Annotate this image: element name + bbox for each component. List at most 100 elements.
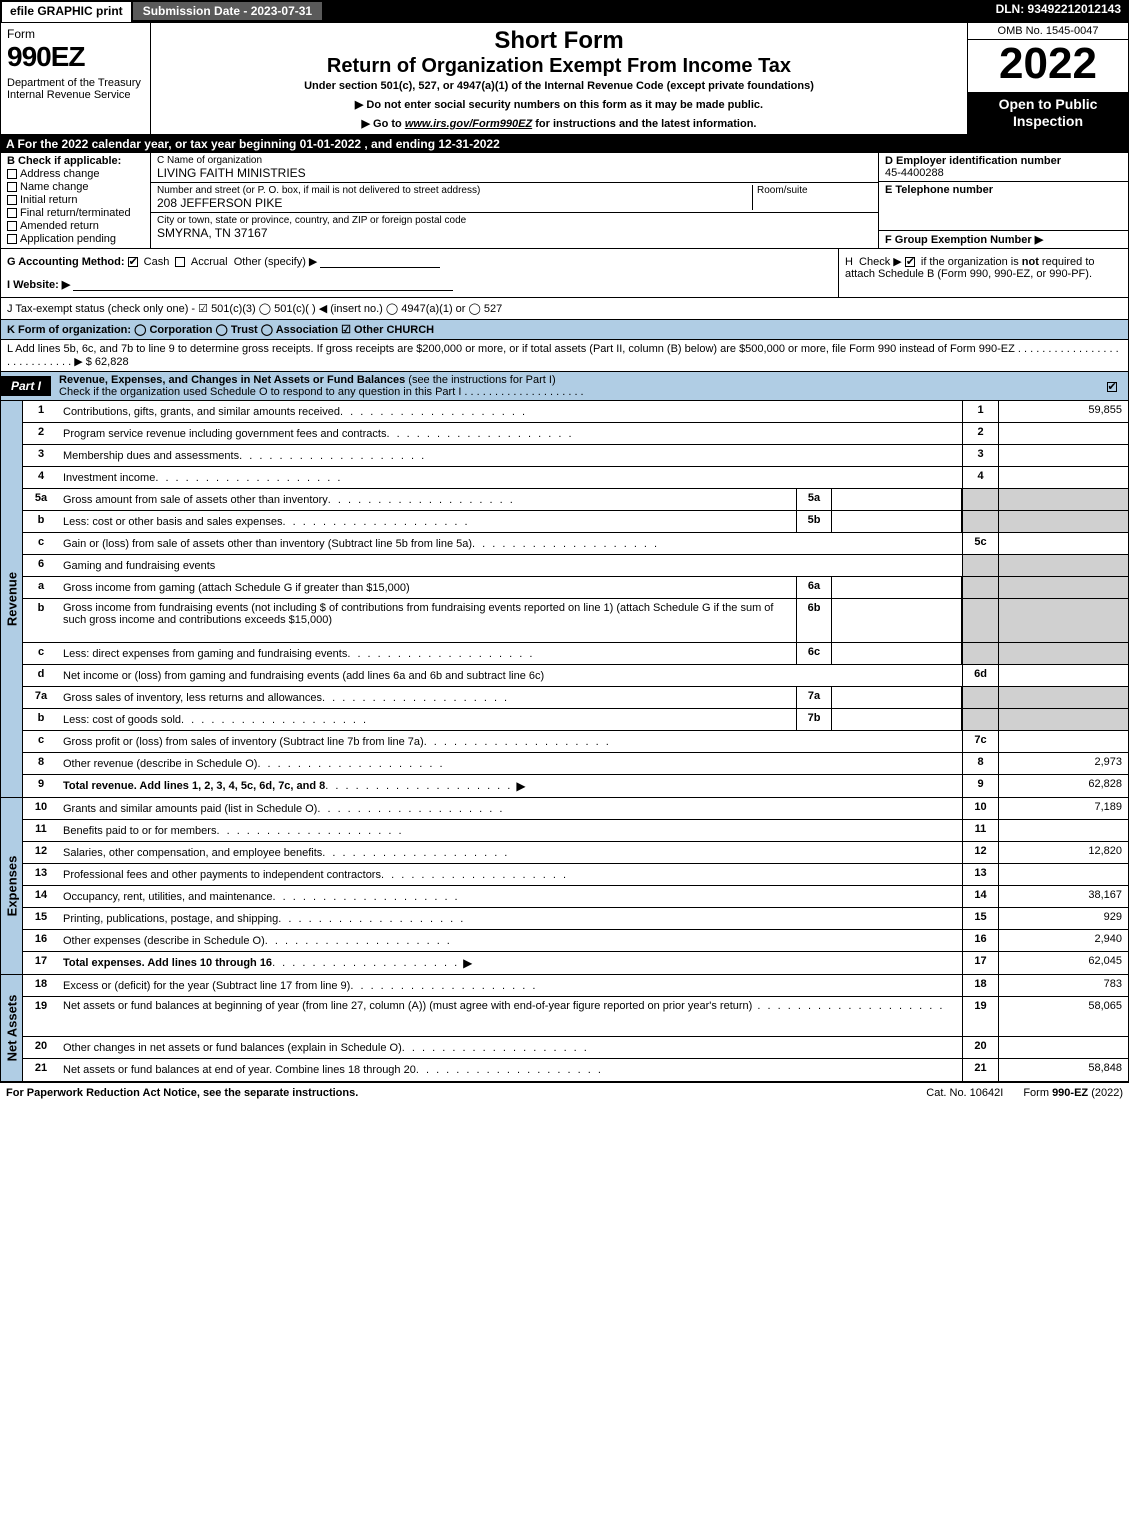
- section-def: D Employer identification number 45-4400…: [878, 153, 1128, 248]
- line-9: 9 Total revenue. Add lines 1, 2, 3, 4, 5…: [23, 775, 1128, 797]
- chk-amended-return[interactable]: Amended return: [7, 220, 144, 232]
- line-19-value: 58,065: [998, 997, 1128, 1036]
- part-1-subtitle: (see the instructions for Part I): [408, 374, 555, 386]
- accounting-method-label: G Accounting Method:: [7, 256, 125, 268]
- header-middle: Short Form Return of Organization Exempt…: [151, 23, 968, 134]
- ein-label: D Employer identification number: [885, 155, 1122, 167]
- chk-application-pending[interactable]: Application pending: [7, 233, 144, 245]
- efile-print-button[interactable]: efile GRAPHIC print: [0, 0, 133, 22]
- line-10: 10 Grants and similar amounts paid (list…: [23, 798, 1128, 820]
- expenses-strip: Expenses: [1, 798, 23, 974]
- line-6b: b Gross income from fundraising events (…: [23, 599, 1128, 643]
- goto-instructions: ▶ Go to www.irs.gov/Form990EZ for instru…: [157, 117, 961, 130]
- line-17-value: 62,045: [998, 952, 1128, 974]
- line-5b: b Less: cost or other basis and sales ex…: [23, 511, 1128, 533]
- chk-initial-return[interactable]: Initial return: [7, 194, 144, 206]
- return-title: Return of Organization Exempt From Incom…: [157, 55, 961, 78]
- omb-number: OMB No. 1545-0047: [968, 23, 1128, 40]
- section-e-telephone: E Telephone number: [879, 182, 1128, 231]
- line-3: 3 Membership dues and assessments 3: [23, 445, 1128, 467]
- schedule-b-text: H Check ▶ if the organization is not req…: [845, 256, 1095, 280]
- line-2-value: [998, 423, 1128, 444]
- section-g-accounting: G Accounting Method: Cash Accrual Other …: [1, 249, 838, 297]
- net-assets-strip: Net Assets: [1, 975, 23, 1081]
- line-13: 13 Professional fees and other payments …: [23, 864, 1128, 886]
- org-street: 208 JEFFERSON PIKE: [157, 196, 752, 210]
- line-9-value: 62,828: [998, 775, 1128, 797]
- part-1-tab: Part I: [1, 376, 51, 396]
- line-19: 19 Net assets or fund balances at beginn…: [23, 997, 1128, 1037]
- line-3-value: [998, 445, 1128, 466]
- revenue-rows: 1 Contributions, gifts, grants, and simi…: [23, 401, 1128, 797]
- line-8-value: 2,973: [998, 753, 1128, 774]
- section-d-ein: D Employer identification number 45-4400…: [879, 153, 1128, 182]
- no-ssn-warning: ▶ Do not enter social security numbers o…: [157, 98, 961, 111]
- form-number: 990EZ: [7, 41, 144, 73]
- section-b-header: B Check if applicable:: [7, 155, 144, 167]
- line-11-value: [998, 820, 1128, 841]
- org-name-block: C Name of organization LIVING FAITH MINI…: [151, 153, 878, 183]
- line-1-value: 59,855: [998, 401, 1128, 422]
- other-method-input[interactable]: [320, 256, 440, 268]
- line-5c-value: [998, 533, 1128, 554]
- footer-paperwork-notice: For Paperwork Reduction Act Notice, see …: [6, 1087, 906, 1099]
- section-c-org-address: C Name of organization LIVING FAITH MINI…: [151, 153, 878, 248]
- chk-address-change[interactable]: Address change: [7, 168, 144, 180]
- org-info-grid: B Check if applicable: Address change Na…: [0, 153, 1129, 249]
- chk-accrual[interactable]: [175, 257, 185, 267]
- revenue-strip: Revenue: [1, 401, 23, 797]
- line-10-value: 7,189: [998, 798, 1128, 819]
- footer-form-ref: Form 990-EZ (2022): [1023, 1087, 1123, 1099]
- line-17: 17 Total expenses. Add lines 10 through …: [23, 952, 1128, 974]
- top-bar: efile GRAPHIC print Submission Date - 20…: [0, 0, 1129, 22]
- org-street-block: Number and street (or P. O. box, if mail…: [151, 183, 878, 213]
- expenses-rows: 10 Grants and similar amounts paid (list…: [23, 798, 1128, 974]
- section-b-checkboxes: B Check if applicable: Address change Na…: [1, 153, 151, 248]
- spacer: [324, 0, 987, 22]
- line-5a: 5a Gross amount from sale of assets othe…: [23, 489, 1128, 511]
- page-footer: For Paperwork Reduction Act Notice, see …: [0, 1082, 1129, 1103]
- irs-link[interactable]: www.irs.gov/Form990EZ: [405, 118, 532, 130]
- line-21-value: 58,848: [998, 1059, 1128, 1081]
- section-f-group-exemption: F Group Exemption Number ▶: [879, 231, 1128, 248]
- line-7a: 7a Gross sales of inventory, less return…: [23, 687, 1128, 709]
- section-j-tax-exempt: J Tax-exempt status (check only one) - ☑…: [0, 298, 1129, 320]
- line-4-value: [998, 467, 1128, 488]
- line-6: 6 Gaming and fundraising events: [23, 555, 1128, 577]
- line-21: 21 Net assets or fund balances at end of…: [23, 1059, 1128, 1081]
- chk-name-change[interactable]: Name change: [7, 181, 144, 193]
- row-g-h: G Accounting Method: Cash Accrual Other …: [0, 249, 1129, 298]
- website-label: I Website: ▶: [7, 279, 70, 291]
- header-left: Form 990EZ Department of the Treasury In…: [1, 23, 151, 134]
- line-1: 1 Contributions, gifts, grants, and simi…: [23, 401, 1128, 423]
- part-1-checkbox[interactable]: [1098, 379, 1128, 393]
- line-13-value: [998, 864, 1128, 885]
- dept-treasury: Department of the Treasury Internal Reve…: [7, 77, 144, 101]
- group-exemption-label: F Group Exemption Number ▶: [885, 234, 1043, 246]
- short-form-title: Short Form: [157, 27, 961, 55]
- part-1-header: Part I Revenue, Expenses, and Changes in…: [0, 372, 1129, 401]
- line-15-value: 929: [998, 908, 1128, 929]
- line-20-value: [998, 1037, 1128, 1058]
- chk-final-return[interactable]: Final return/terminated: [7, 207, 144, 219]
- section-l-gross-receipts: L Add lines 5b, 6c, and 7b to line 9 to …: [0, 340, 1129, 372]
- part-1-description: Revenue, Expenses, and Changes in Net As…: [51, 372, 1098, 400]
- line-6a: a Gross income from gaming (attach Sched…: [23, 577, 1128, 599]
- open-public-badge: Open to Public Inspection: [968, 92, 1128, 134]
- website-input[interactable]: [73, 279, 453, 291]
- submission-date: Submission Date - 2023-07-31: [133, 0, 324, 22]
- form-header: Form 990EZ Department of the Treasury In…: [0, 22, 1129, 135]
- line-11: 11 Benefits paid to or for members 11: [23, 820, 1128, 842]
- line-14: 14 Occupancy, rent, utilities, and maint…: [23, 886, 1128, 908]
- line-2: 2 Program service revenue including gove…: [23, 423, 1128, 445]
- arrow-right-icon: ▶: [512, 779, 529, 793]
- chk-cash[interactable]: [128, 257, 138, 267]
- arrow-right-icon: ▶: [459, 956, 476, 970]
- footer-cat-number: Cat. No. 10642I: [906, 1087, 1023, 1099]
- line-6d-value: [998, 665, 1128, 686]
- line-6c: c Less: direct expenses from gaming and …: [23, 643, 1128, 665]
- line-16-value: 2,940: [998, 930, 1128, 951]
- chk-schedule-b-not-required[interactable]: [905, 257, 915, 267]
- ein-value: 45-4400288: [885, 167, 1122, 179]
- dln-number: DLN: 93492212012143: [988, 0, 1129, 22]
